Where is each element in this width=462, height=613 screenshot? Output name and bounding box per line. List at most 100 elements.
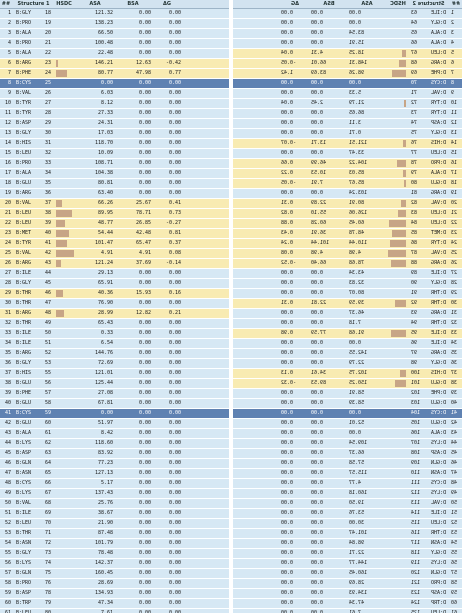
table-row[interactable]: 29 B:THR 46 40.36 15.93 0.16 (0, 289, 229, 299)
table-row[interactable]: 56 D:LYS 119 144.77 0.00 0.00 (233, 559, 462, 569)
table-row[interactable]: 27 D:ILE 89 43.34 0.00 0.00 (233, 269, 462, 279)
header-index[interactable]: ## (451, 1, 461, 7)
table-row[interactable]: 20 D:VAL 82 80.91 22.89 0.31 (233, 199, 462, 209)
header-hsdc[interactable]: HSDC (390, 1, 406, 7)
table-row[interactable]: 22 D:LEU 84 60.45 60.28 0.88 (233, 219, 462, 229)
table-row[interactable]: 41 B:CYS 59 0.00 0.00 0.00 (0, 409, 229, 419)
table-row[interactable]: 25 D:VAL 87 4.98 4.98 0.08 (233, 249, 462, 259)
table-row[interactable]: 28 B:GLY 45 65.91 0.00 0.00 (0, 279, 229, 289)
header-hsdc[interactable]: HSDC (56, 1, 72, 7)
table-row[interactable]: 6 D:ARG 68 148.31 66.01 -0.05 (233, 59, 462, 69)
table-row[interactable]: 36 D:GLY 98 22.79 0.00 0.00 (233, 359, 462, 369)
table-row[interactable]: 51 B:ILE 69 38.67 0.00 0.00 (0, 509, 229, 519)
table-row[interactable]: 61 D:LEU 125 7.61 0.00 0.00 (233, 609, 462, 613)
table-row[interactable]: 44 B:LYS 62 118.60 0.00 0.00 (0, 439, 229, 449)
table-row[interactable]: 34 B:ILE 51 6.54 0.00 0.00 (0, 339, 229, 349)
table-row[interactable]: 11 B:TYR 28 27.33 0.00 0.00 (0, 109, 229, 119)
table-row[interactable]: 31 D:ARG 93 46.37 0.00 0.00 (233, 309, 462, 319)
table-row[interactable]: 40 D:GLU 103 58.39 0.00 0.00 (233, 399, 462, 409)
table-row[interactable]: 41 D:CYS 104 0.00 0.00 0.00 (233, 409, 462, 419)
table-row[interactable]: 52 D:LEU 115 30.00 0.00 0.00 (233, 519, 462, 529)
table-row[interactable]: 23 B:MET 40 54.44 42.48 0.81 (0, 229, 229, 239)
table-row[interactable]: 13 D:GLY 75 0.71 0.00 0.00 (233, 129, 462, 139)
table-row[interactable]: 40 B:GLU 58 67.81 0.00 0.00 (0, 399, 229, 409)
table-row[interactable]: 29 D:THR 91 80.07 0.00 0.00 (233, 289, 462, 299)
table-row[interactable]: 1 D:ILE 63 0.00 0.00 0.00 (233, 9, 462, 19)
table-row[interactable]: 35 D:ARG 97 142.55 0.00 0.00 (233, 349, 462, 359)
header-index[interactable]: ## (1, 1, 11, 7)
table-row[interactable]: 50 B:VAL 68 25.76 0.00 0.00 (0, 499, 229, 509)
table-row[interactable]: 45 B:ASP 63 83.92 0.00 0.00 (0, 449, 229, 459)
table-row[interactable]: 14 B:HIS 31 118.70 0.00 0.00 (0, 139, 229, 149)
table-row[interactable]: 12 D:ASP 74 3.11 0.00 0.00 (233, 119, 462, 129)
table-row[interactable]: 36 B:GLY 53 72.69 0.00 0.00 (0, 359, 229, 369)
table-row[interactable]: 47 D:ASN 110 115.57 0.00 0.00 (233, 469, 462, 479)
table-row[interactable]: 21 D:LEU 83 126.06 55.10 0.82 (233, 209, 462, 219)
table-row[interactable]: 26 B:ARG 43 121.24 37.69 -0.14 (0, 259, 229, 269)
table-row[interactable]: 4 D:ALA 66 15.91 0.00 0.00 (233, 39, 462, 49)
table-row[interactable]: 53 D:THR 116 101.47 0.00 0.00 (233, 529, 462, 539)
table-row[interactable]: 45 D:ASP 108 66.37 0.00 0.00 (233, 449, 462, 459)
table-row[interactable]: 30 B:THR 47 76.90 0.00 0.00 (0, 299, 229, 309)
table-row[interactable]: 35 B:ARG 52 144.76 0.00 0.00 (0, 349, 229, 359)
header-structure[interactable]: Structure 1 (17, 1, 50, 7)
header-structure[interactable]: Structure 2 (412, 1, 445, 7)
table-row[interactable]: 55 D:GLY 118 22.71 0.00 0.00 (233, 549, 462, 559)
table-row[interactable]: 19 B:ARG 36 63.40 0.00 0.00 (0, 189, 229, 199)
table-row[interactable]: 33 B:ILE 50 0.33 0.00 0.00 (0, 329, 229, 339)
table-row[interactable]: 53 B:THR 71 87.48 0.00 0.00 (0, 529, 229, 539)
table-row[interactable]: 32 B:THR 49 65.43 0.00 0.00 (0, 319, 229, 329)
table-row[interactable]: 48 D:CYS 111 4.77 0.00 0.00 (233, 479, 462, 489)
table-row[interactable]: 12 B:ASP 29 24.31 0.00 0.00 (0, 119, 229, 129)
table-row[interactable]: 50 D:VAL 113 19.50 0.00 0.00 (233, 499, 462, 509)
table-row[interactable]: 16 B:PRO 33 108.71 0.00 0.00 (0, 159, 229, 169)
table-row[interactable]: 21 B:LEU 38 89.95 78.71 0.73 (0, 209, 229, 219)
table-row[interactable]: 52 B:LEU 70 21.90 0.00 0.00 (0, 519, 229, 529)
table-row[interactable]: 31 B:ARG 48 28.99 12.82 0.21 (0, 309, 229, 319)
table-row[interactable]: 39 B:PHE 57 27.08 0.00 0.00 (0, 389, 229, 399)
table-row[interactable]: 43 B:ALA 61 8.42 0.00 0.00 (0, 429, 229, 439)
table-row[interactable]: 6 B:ARG 23 146.21 12.63 -0.42 (0, 59, 229, 69)
table-row[interactable]: 8 B:CYS 25 0.00 0.00 0.00 (0, 79, 229, 89)
table-row[interactable]: 11 D:TYR 73 86.65 0.00 0.00 (233, 109, 462, 119)
table-row[interactable]: 25 B:VAL 42 4.91 4.91 0.08 (0, 249, 229, 259)
table-row[interactable]: 54 D:ASN 117 98.84 0.00 0.00 (233, 539, 462, 549)
table-row[interactable]: 15 D:LEU 77 33.47 0.00 0.00 (233, 149, 462, 159)
table-row[interactable]: 9 B:VAL 26 6.03 0.00 0.00 (0, 89, 229, 99)
header-dg[interactable]: ΔG (163, 1, 171, 7)
table-row[interactable]: 59 B:ASP 78 134.93 0.00 0.00 (0, 589, 229, 599)
table-row[interactable]: 37 D:HIS 100 102.75 34.61 0.13 (233, 369, 462, 379)
table-row[interactable]: 19 D:ARG 81 103.24 0.00 0.00 (233, 189, 462, 199)
table-row[interactable]: 14 D:HIS 76 121.51 13.71 -0.07 (233, 139, 462, 149)
table-row[interactable]: 38 D:GLU 101 150.25 89.53 -0.32 (233, 379, 462, 389)
table-row[interactable]: 5 B:ALA 22 22.48 0.00 0.00 (0, 49, 229, 59)
table-row[interactable]: 42 B:GLU 60 51.97 0.00 0.00 (0, 419, 229, 429)
table-row[interactable]: 22 B:LEU 39 48.77 26.85 -0.27 (0, 219, 229, 229)
table-row[interactable]: 2 D:GLY 64 0.00 0.00 0.00 (233, 19, 462, 29)
header-bsa[interactable]: BSA (323, 1, 335, 7)
table-row[interactable]: 39 D:PHE 102 58.91 0.00 0.00 (233, 389, 462, 399)
table-row[interactable]: 46 B:GLN 64 77.23 0.00 0.00 (0, 459, 229, 469)
table-row[interactable]: 57 B:GLN 75 160.45 0.00 0.00 (0, 569, 229, 579)
table-row[interactable]: 16 D:PRO 78 104.22 46.99 0.66 (233, 159, 462, 169)
table-row[interactable]: 61 B:LEU 80 7.61 0.00 0.00 (0, 609, 229, 613)
table-row[interactable]: 24 D:TYR 86 110.44 101.44 0.24 (233, 239, 462, 249)
table-row[interactable]: 57 D:GLN 120 160.45 0.00 0.00 (233, 569, 462, 579)
table-row[interactable]: 44 D:LYS 107 109.54 0.00 0.00 (233, 439, 462, 449)
table-row[interactable]: 26 D:ARG 88 78.68 66.40 -0.52 (233, 259, 462, 269)
table-row[interactable]: 59 D:ASP 123 134.93 0.00 0.00 (233, 589, 462, 599)
table-row[interactable]: 58 B:PRO 76 28.69 0.00 0.00 (0, 579, 229, 589)
table-row[interactable]: 54 B:ASN 72 101.79 0.00 0.00 (0, 539, 229, 549)
table-row[interactable]: 13 B:GLY 30 17.03 0.00 0.00 (0, 129, 229, 139)
table-row[interactable]: 33 D:ILE 95 91.68 77.59 0.98 (233, 329, 462, 339)
table-row[interactable]: 56 B:LYS 74 142.37 0.00 0.00 (0, 559, 229, 569)
table-row[interactable]: 7 D:PHE 69 98.26 83.69 1.42 (233, 69, 462, 79)
table-row[interactable]: 3 D:ALA 65 83.54 0.00 0.00 (233, 29, 462, 39)
table-row[interactable]: 32 D:THR 94 7.18 0.00 0.00 (233, 319, 462, 329)
header-dg[interactable]: ΔG (291, 1, 299, 7)
header-bsa[interactable]: BSA (127, 1, 139, 7)
table-row[interactable]: 49 B:LYS 67 137.43 0.00 0.00 (0, 489, 229, 499)
table-row[interactable]: 60 B:TRP 79 47.34 0.00 0.00 (0, 599, 229, 609)
table-row[interactable]: 55 B:GLY 73 78.48 0.00 0.00 (0, 549, 229, 559)
table-row[interactable]: 38 B:GLU 56 125.44 0.00 0.00 (0, 379, 229, 389)
